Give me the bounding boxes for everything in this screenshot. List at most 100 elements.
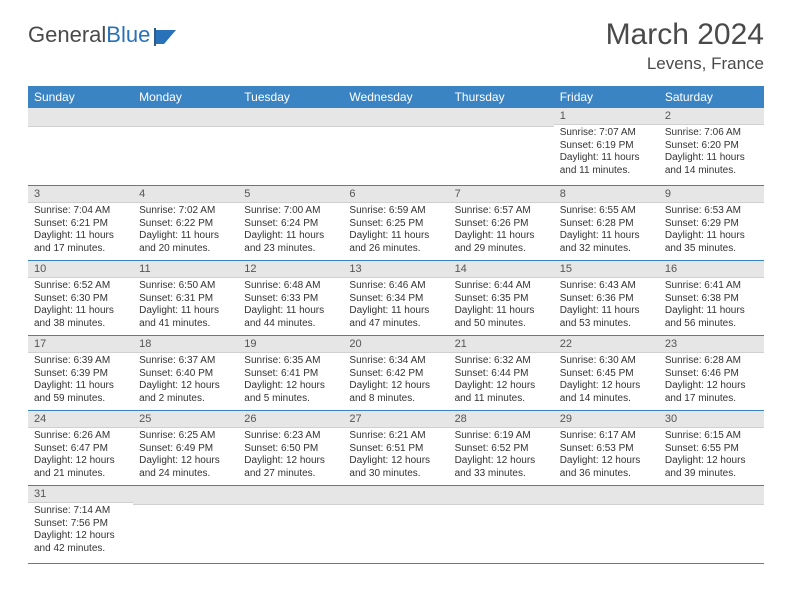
sunset-text: Sunset: 6:49 PM [139,443,232,456]
header: GeneralBlue March 2024 Levens, France [28,18,764,74]
day-details [554,505,659,563]
daylight-text: Daylight: 11 hours and 56 minutes. [665,305,758,330]
day-number: 12 [238,261,343,278]
weekday-header: Monday [133,86,238,108]
daylight-text: Daylight: 11 hours and 50 minutes. [455,305,548,330]
sunset-text: Sunset: 6:55 PM [665,443,758,456]
sunset-text: Sunset: 6:41 PM [244,368,337,381]
day-details: Sunrise: 6:25 AMSunset: 6:49 PMDaylight:… [133,428,238,484]
day-details [343,127,448,185]
sunset-text: Sunset: 6:38 PM [665,293,758,306]
calendar-day-cell: 8Sunrise: 6:55 AMSunset: 6:28 PMDaylight… [554,186,659,261]
sunrise-text: Sunrise: 6:26 AM [34,430,127,443]
day-details [133,127,238,185]
sunset-text: Sunset: 6:22 PM [139,218,232,231]
daylight-text: Daylight: 11 hours and 14 minutes. [665,152,758,177]
day-details: Sunrise: 6:55 AMSunset: 6:28 PMDaylight:… [554,203,659,259]
calendar-day-cell: 7Sunrise: 6:57 AMSunset: 6:26 PMDaylight… [449,186,554,261]
sunrise-text: Sunrise: 6:34 AM [349,355,442,368]
calendar-day-cell: 24Sunrise: 6:26 AMSunset: 6:47 PMDayligh… [28,411,133,486]
sunrise-text: Sunrise: 6:57 AM [455,205,548,218]
sunrise-text: Sunrise: 6:55 AM [560,205,653,218]
sunrise-text: Sunrise: 6:23 AM [244,430,337,443]
sunset-text: Sunset: 6:24 PM [244,218,337,231]
calendar-day-cell: 22Sunrise: 6:30 AMSunset: 6:45 PMDayligh… [554,336,659,411]
calendar-day-cell: 4Sunrise: 7:02 AMSunset: 6:22 PMDaylight… [133,186,238,261]
day-number: 11 [133,261,238,278]
calendar-empty-cell [28,108,133,186]
daylight-text: Daylight: 11 hours and 20 minutes. [139,230,232,255]
calendar-day-cell: 10Sunrise: 6:52 AMSunset: 6:30 PMDayligh… [28,261,133,336]
sunset-text: Sunset: 6:50 PM [244,443,337,456]
sunset-text: Sunset: 6:21 PM [34,218,127,231]
day-details: Sunrise: 6:50 AMSunset: 6:31 PMDaylight:… [133,278,238,334]
sunset-text: Sunset: 6:30 PM [34,293,127,306]
sunrise-text: Sunrise: 6:17 AM [560,430,653,443]
calendar-day-cell: 20Sunrise: 6:34 AMSunset: 6:42 PMDayligh… [343,336,448,411]
sunset-text: Sunset: 6:28 PM [560,218,653,231]
day-number: 21 [449,336,554,353]
day-details: Sunrise: 6:19 AMSunset: 6:52 PMDaylight:… [449,428,554,484]
day-details: Sunrise: 7:02 AMSunset: 6:22 PMDaylight:… [133,203,238,259]
day-number [133,486,238,505]
title-location: Levens, France [606,54,764,74]
sunrise-text: Sunrise: 6:21 AM [349,430,442,443]
day-number: 2 [659,108,764,125]
calendar-day-cell: 21Sunrise: 6:32 AMSunset: 6:44 PMDayligh… [449,336,554,411]
day-details [28,127,133,185]
daylight-text: Daylight: 12 hours and 17 minutes. [665,380,758,405]
day-number: 14 [449,261,554,278]
sunrise-text: Sunrise: 6:50 AM [139,280,232,293]
sunrise-text: Sunrise: 6:48 AM [244,280,337,293]
calendar-empty-cell [238,108,343,186]
daylight-text: Daylight: 11 hours and 29 minutes. [455,230,548,255]
sunset-text: Sunset: 6:45 PM [560,368,653,381]
logo-text-1: General [28,22,106,48]
weekday-header: Thursday [449,86,554,108]
day-number [28,108,133,127]
daylight-text: Daylight: 12 hours and 14 minutes. [560,380,653,405]
day-details: Sunrise: 6:44 AMSunset: 6:35 PMDaylight:… [449,278,554,334]
sunset-text: Sunset: 6:34 PM [349,293,442,306]
day-number: 29 [554,411,659,428]
calendar-day-cell: 15Sunrise: 6:43 AMSunset: 6:36 PMDayligh… [554,261,659,336]
sunrise-text: Sunrise: 6:53 AM [665,205,758,218]
day-details: Sunrise: 7:14 AMSunset: 7:56 PMDaylight:… [28,503,133,559]
sunrise-text: Sunrise: 7:04 AM [34,205,127,218]
daylight-text: Daylight: 11 hours and 47 minutes. [349,305,442,330]
day-details [238,505,343,563]
calendar-day-cell: 26Sunrise: 6:23 AMSunset: 6:50 PMDayligh… [238,411,343,486]
daylight-text: Daylight: 11 hours and 11 minutes. [560,152,653,177]
weekday-header-row: SundayMondayTuesdayWednesdayThursdayFrid… [28,86,764,108]
daylight-text: Daylight: 11 hours and 35 minutes. [665,230,758,255]
day-number: 8 [554,186,659,203]
calendar-empty-cell [133,108,238,186]
day-details: Sunrise: 6:30 AMSunset: 6:45 PMDaylight:… [554,353,659,409]
weekday-header: Friday [554,86,659,108]
sunrise-text: Sunrise: 6:37 AM [139,355,232,368]
sunset-text: Sunset: 6:52 PM [455,443,548,456]
day-number: 17 [28,336,133,353]
day-number: 5 [238,186,343,203]
calendar-day-cell: 18Sunrise: 6:37 AMSunset: 6:40 PMDayligh… [133,336,238,411]
sunset-text: Sunset: 6:26 PM [455,218,548,231]
day-number: 25 [133,411,238,428]
calendar-day-cell: 16Sunrise: 6:41 AMSunset: 6:38 PMDayligh… [659,261,764,336]
sunset-text: Sunset: 6:36 PM [560,293,653,306]
day-details: Sunrise: 6:48 AMSunset: 6:33 PMDaylight:… [238,278,343,334]
daylight-text: Daylight: 11 hours and 44 minutes. [244,305,337,330]
daylight-text: Daylight: 11 hours and 26 minutes. [349,230,442,255]
day-details: Sunrise: 6:43 AMSunset: 6:36 PMDaylight:… [554,278,659,334]
day-details: Sunrise: 6:35 AMSunset: 6:41 PMDaylight:… [238,353,343,409]
daylight-text: Daylight: 12 hours and 36 minutes. [560,455,653,480]
daylight-text: Daylight: 11 hours and 23 minutes. [244,230,337,255]
calendar-empty-cell [343,486,448,564]
sunrise-text: Sunrise: 6:25 AM [139,430,232,443]
sunrise-text: Sunrise: 6:32 AM [455,355,548,368]
daylight-text: Daylight: 12 hours and 39 minutes. [665,455,758,480]
day-number: 22 [554,336,659,353]
day-number: 24 [28,411,133,428]
calendar-empty-cell [238,486,343,564]
sunset-text: Sunset: 6:42 PM [349,368,442,381]
day-number: 27 [343,411,448,428]
